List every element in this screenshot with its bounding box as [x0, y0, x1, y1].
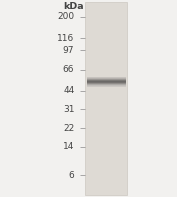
Text: 66: 66	[63, 65, 74, 74]
Text: 22: 22	[63, 124, 74, 133]
Bar	[85, 2, 127, 195]
Text: 116: 116	[57, 34, 74, 43]
Text: 6: 6	[69, 171, 74, 180]
Text: 200: 200	[57, 12, 74, 21]
Text: 31: 31	[63, 105, 74, 114]
Text: 14: 14	[63, 142, 74, 151]
Text: kDa: kDa	[63, 2, 84, 11]
Text: 97: 97	[63, 46, 74, 55]
Text: 44: 44	[63, 86, 74, 95]
